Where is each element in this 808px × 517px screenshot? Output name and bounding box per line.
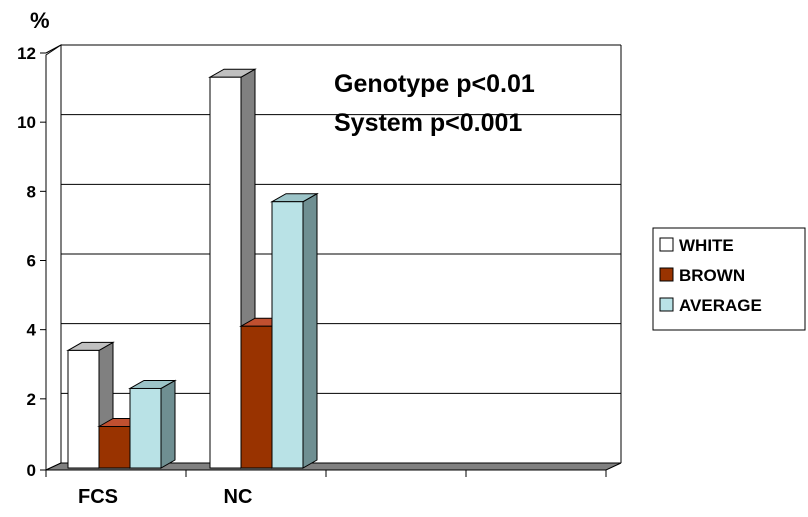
y-tick-label: 4 <box>27 321 37 340</box>
bars <box>66 68 319 469</box>
bar-front <box>129 387 162 469</box>
x-category-label: NC <box>224 486 253 508</box>
bar-average-fcs <box>128 379 177 469</box>
bar-side <box>302 192 318 469</box>
plot-side-wall <box>45 44 62 471</box>
y-ticks: 0 2 4 6 8 10 12 <box>17 44 46 480</box>
y-tick-label: 2 <box>27 390 36 409</box>
x-ticks: FCS NC <box>45 470 607 508</box>
bar-front <box>67 349 100 469</box>
bar-front <box>240 325 273 469</box>
legend-swatch-average <box>659 297 674 312</box>
legend: WHITE BROWN AVERAGE <box>652 227 806 331</box>
legend-label-brown: BROWN <box>679 266 745 285</box>
annotation-genotype: Genotype p<0.01 <box>334 70 535 98</box>
y-tick-label: 6 <box>27 252 36 271</box>
annotation-system: System p<0.001 <box>334 109 522 137</box>
y-axis-label: % <box>30 8 50 33</box>
bar-average-nc <box>270 192 319 469</box>
y-tick-label: 12 <box>17 44 36 63</box>
legend-swatch-white <box>659 237 674 252</box>
bar-front <box>209 76 242 469</box>
y-tick-label: 0 <box>27 461 36 480</box>
legend-label-average: AVERAGE <box>679 296 762 315</box>
bar-front <box>271 201 304 469</box>
y-tick-label: 10 <box>17 113 36 132</box>
legend-label-white: WHITE <box>679 236 734 255</box>
y-tick-label: 8 <box>27 182 36 201</box>
x-category-label: FCS <box>78 486 118 508</box>
bar-side <box>160 379 176 469</box>
bar-front <box>98 426 131 469</box>
legend-box <box>652 227 806 331</box>
legend-swatch-brown <box>659 267 674 282</box>
